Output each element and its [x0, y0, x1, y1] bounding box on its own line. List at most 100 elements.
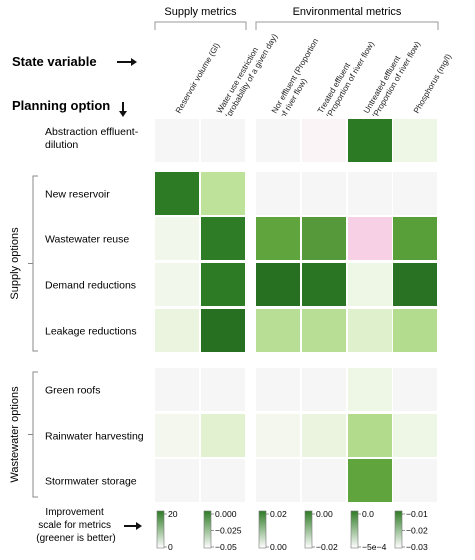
heatmap-cell [302, 217, 346, 260]
metric-group-bracket [255, 21, 439, 30]
legend-title: Improvement scale for metrics (greener i… [36, 507, 115, 544]
legend-tick-label: 0.000 [215, 509, 237, 519]
legend-color-bar [304, 510, 313, 549]
heatmap-cell [155, 414, 199, 457]
legend-scales: 20 0 0.000 −0.025 −0.05 0.02 0.00 0.00 −0.02 0.0 −… [156, 509, 428, 552]
column-label: Phosphorus (mg/l) [412, 52, 453, 115]
heatmap-cells [152, 116, 439, 502]
legend-tick-label: −0.025 [215, 526, 242, 536]
heatmap-cell [155, 217, 199, 260]
legend-tick-label: −0.02 [406, 526, 428, 536]
legend-color-bar [203, 510, 212, 549]
heatmap-cell [393, 119, 437, 162]
heatmap-cell [348, 119, 392, 162]
legend-color-bar [394, 510, 403, 549]
row-label: Demand reductions [45, 280, 136, 292]
column-labels: Reservoir volume (Gl)Water use restricti… [174, 27, 453, 120]
heatmap-cell [256, 459, 300, 502]
heatmap-cell [256, 172, 300, 215]
heatmap-cell [201, 368, 245, 411]
legend-tick-label: 0 [168, 542, 173, 552]
heatmap-cell [256, 309, 300, 352]
heatmap-cell [393, 459, 437, 502]
heatmap-cell [201, 119, 245, 162]
heatmap-cell [302, 368, 346, 411]
heatmap-cell [348, 459, 392, 502]
row-label: Wastewater reuse [45, 234, 129, 246]
legend-tick-label: −0.01 [406, 509, 428, 519]
legend-tick-label: −0.05 [215, 542, 237, 552]
heatmap-cell [201, 414, 245, 457]
heatmap-cell [155, 172, 199, 215]
heatmap-cell [348, 263, 392, 306]
heatmap-cell [393, 217, 437, 260]
heatmap-cell [348, 217, 392, 260]
row-group-label: Supply options [9, 227, 21, 300]
metric-group-label: Environmental metrics [293, 6, 402, 18]
heatmap-cell [393, 309, 437, 352]
legend-color-bar [258, 510, 267, 549]
heatmap-cell [256, 217, 300, 260]
heatmap-cell [302, 414, 346, 457]
heatmap-cell [302, 119, 346, 162]
row-label: Leakage reductions [45, 326, 137, 338]
heatmap-cell [256, 119, 300, 162]
legend-tick-label: 0.02 [270, 509, 287, 519]
legend-tick-label: 0.00 [270, 542, 287, 552]
legend-color-bar [156, 510, 165, 549]
row-group-bracket [32, 175, 38, 352]
heatmap-cell [155, 309, 199, 352]
column-label: Water use restriction(probability of a g… [215, 27, 280, 120]
heatmap-cell [201, 459, 245, 502]
heatmap-cell [348, 414, 392, 457]
heatmap-cell [201, 263, 245, 306]
heatmap-cell [256, 368, 300, 411]
heatmap-cell [348, 172, 392, 215]
heatmap-cell [393, 172, 437, 215]
column-label: Reservoir volume (Gl) [174, 41, 222, 115]
heatmap-cell [155, 263, 199, 306]
legend-tick-label: −0.03 [406, 542, 428, 552]
state-variable-label: State variable [12, 54, 97, 69]
heatmap-cell [302, 309, 346, 352]
row-group-bracket [32, 371, 38, 498]
heatmap-cell [348, 368, 392, 411]
right-arrow-icon [117, 58, 137, 66]
heatmap-cell [393, 263, 437, 306]
legend-color-bar [350, 510, 359, 549]
legend-tick-label: −5e−4 [362, 542, 387, 552]
row-label: Rainwater harvesting [45, 431, 144, 443]
heatmap-cell [393, 368, 437, 411]
heatmap-cell [201, 309, 245, 352]
heatmap-cell [348, 309, 392, 352]
row-labels: Abstraction effluent-dilution New reservo… [45, 126, 144, 488]
heatmap-cell [256, 263, 300, 306]
heatmap-cell [155, 368, 199, 411]
legend-tick-label: 0.00 [316, 509, 333, 519]
heatmap-cell [201, 172, 245, 215]
heatmap-cell [393, 414, 437, 457]
legend-tick-label: 20 [168, 509, 178, 519]
heatmap-cell [256, 414, 300, 457]
legend-arrow-icon [124, 522, 142, 530]
heatmap-cell [302, 459, 346, 502]
row-label: Green roofs [45, 385, 100, 397]
down-arrow-icon [119, 102, 127, 117]
planning-option-label: Planning option [12, 98, 110, 113]
heatmap-cell [302, 172, 346, 215]
row-group-label: Wastewater options [9, 386, 21, 483]
legend-tick-label: −0.02 [316, 542, 338, 552]
metric-group-brackets: Supply metrics Environmental metrics [154, 6, 439, 30]
row-group-brackets: Supply options Wastewater options [9, 175, 38, 498]
heatmap-cell [201, 217, 245, 260]
heatmap-cell [302, 263, 346, 306]
legend-tick-label: 0.0 [362, 509, 374, 519]
row-label: New reservoir [45, 189, 110, 201]
row-label: Abstraction effluent-dilution [45, 126, 139, 151]
row-label: Stormwater storage [45, 476, 137, 488]
metric-group-label: Supply metrics [164, 6, 237, 18]
metric-group-bracket [154, 21, 247, 30]
heatmap-cell [155, 119, 199, 162]
heatmap-cell [155, 459, 199, 502]
